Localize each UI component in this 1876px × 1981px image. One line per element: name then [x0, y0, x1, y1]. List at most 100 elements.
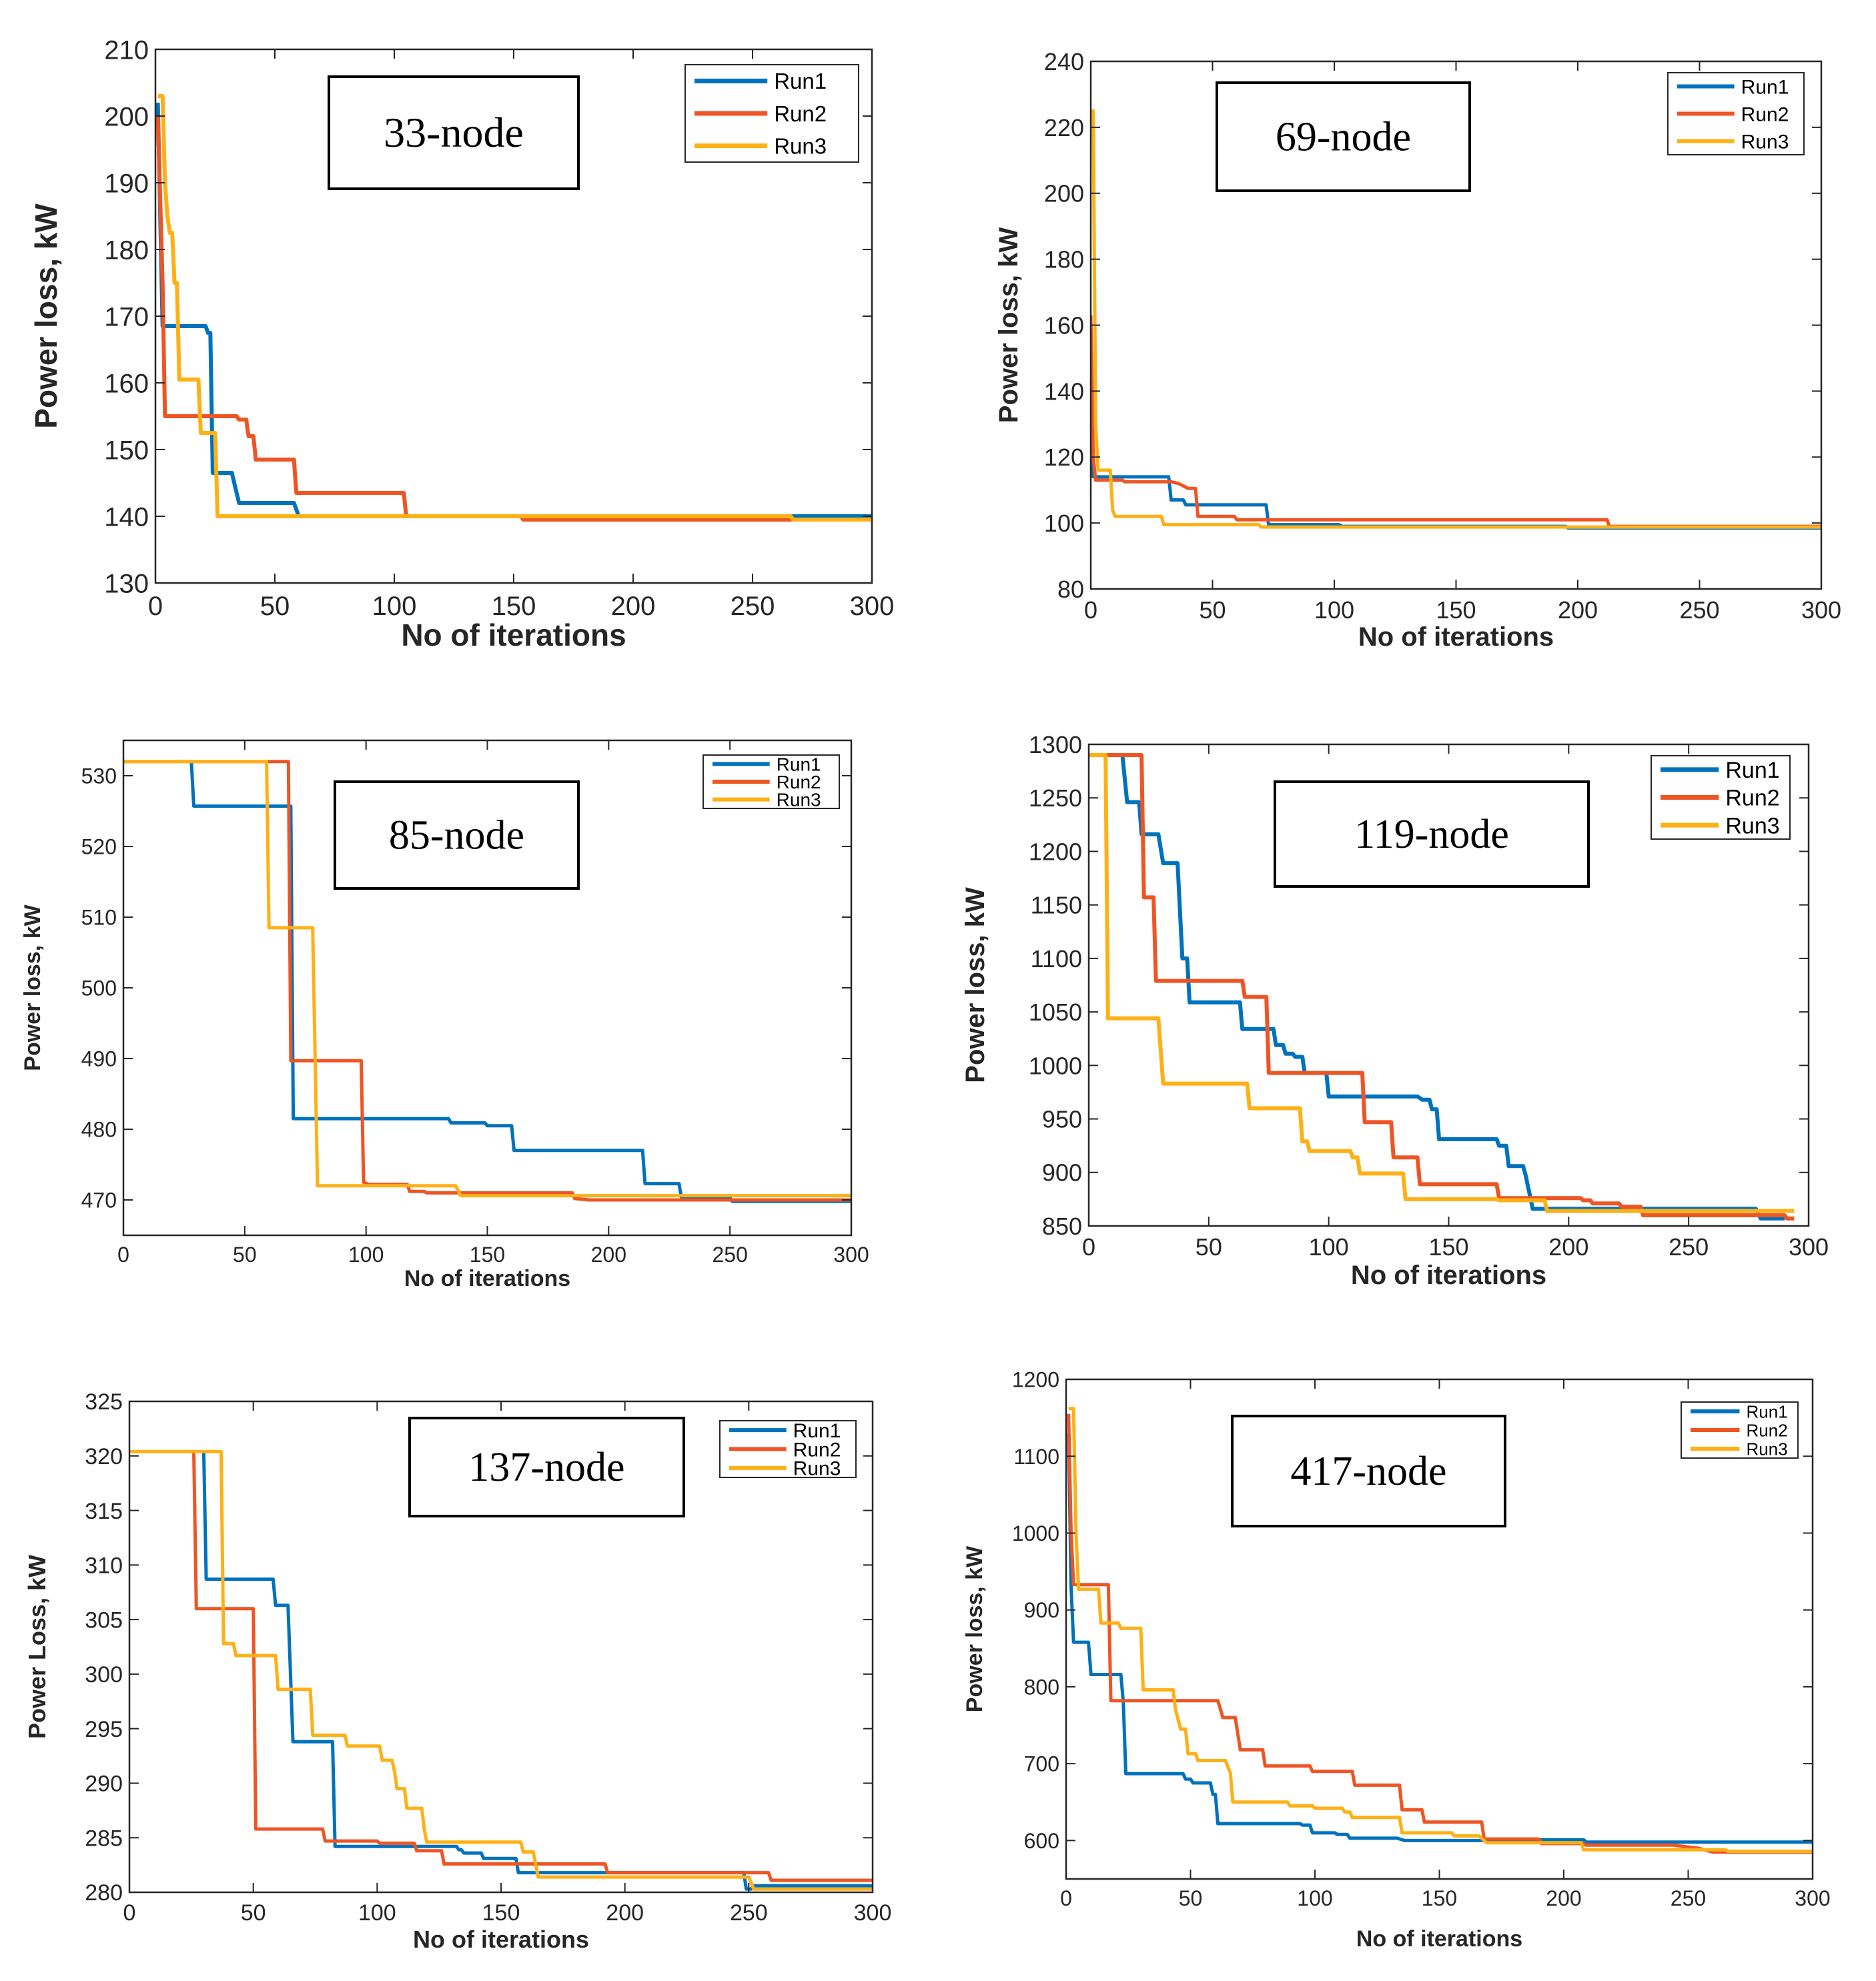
y-tick-label: 120 [1044, 444, 1084, 471]
y-tick-label: 210 [104, 35, 149, 65]
x-axis-label: No of iterations [1358, 622, 1554, 652]
legend-label-run3: Run3 [1747, 1439, 1788, 1459]
y-tick-label: 1100 [1013, 1445, 1059, 1469]
y-tick-label: 305 [85, 1607, 123, 1633]
y-tick-label: 600 [1024, 1829, 1059, 1853]
x-tick-label: 300 [1795, 1886, 1830, 1910]
x-tick-label: 50 [260, 592, 290, 621]
y-tick-label: 520 [81, 835, 117, 859]
legend-label-run3: Run3 [774, 134, 827, 159]
x-tick-label: 100 [348, 1243, 384, 1267]
x-axis-label: No of iterations [1356, 1926, 1522, 1952]
x-tick-label: 100 [1309, 1233, 1349, 1261]
chart-title: 137-node [468, 1445, 624, 1490]
x-axis-label: No of iterations [404, 1266, 570, 1291]
y-tick-label: 170 [104, 302, 149, 332]
chart-title-box [1274, 780, 1590, 888]
series-line-run3 [1089, 753, 1795, 1213]
series-line-run3 [123, 760, 851, 1198]
x-tick-label: 50 [241, 1900, 266, 1926]
y-tick-label: 240 [1044, 48, 1084, 75]
y-tick-label: 280 [85, 1880, 123, 1906]
y-axis-label: Power loss, kW [994, 227, 1023, 424]
x-tick-label: 300 [833, 1243, 869, 1267]
y-tick-label: 1050 [1029, 999, 1082, 1026]
x-tick-label: 0 [1060, 1886, 1072, 1910]
y-axis-label: Power Loss, kW [23, 1555, 51, 1739]
y-tick-label: 200 [1044, 180, 1084, 207]
x-tick-label: 150 [1428, 1233, 1468, 1261]
x-tick-label: 300 [1801, 596, 1841, 624]
legend-label-run2: Run2 [793, 1439, 841, 1461]
chart-title-box [408, 1417, 685, 1517]
y-tick-label: 510 [81, 906, 117, 930]
y-tick-label: 900 [1024, 1598, 1059, 1622]
y-tick-label: 320 [85, 1444, 123, 1469]
legend-label-run2: Run2 [1725, 786, 1779, 811]
y-tick-label: 160 [104, 369, 149, 398]
y-tick-label: 180 [104, 235, 149, 265]
series-line-run1 [1120, 754, 1785, 1221]
series-group [129, 1449, 873, 1891]
legend-label-run3: Run3 [1741, 131, 1789, 153]
x-axis-label: No of iterations [401, 618, 626, 652]
series-line-run1 [189, 761, 851, 1203]
x-tick-label: 100 [1314, 596, 1354, 624]
series-group [123, 760, 851, 1203]
x-tick-label: 200 [611, 592, 656, 621]
y-tick-label: 80 [1057, 576, 1084, 603]
legend-label-run1: Run1 [777, 754, 821, 774]
series-line-run3 [157, 94, 872, 522]
series-line-run2 [1091, 315, 1821, 528]
series-group [1067, 1407, 1813, 1854]
x-tick-label: 300 [1789, 1233, 1829, 1261]
x-tick-label: 50 [1179, 1886, 1203, 1910]
y-tick-label: 100 [1044, 510, 1084, 537]
chart-title-box [1231, 1415, 1506, 1527]
y-tick-label: 1100 [1031, 945, 1082, 972]
legend-label-run2: Run2 [774, 101, 827, 126]
series-line-run2 [123, 760, 851, 1202]
x-tick-label: 50 [1196, 1233, 1222, 1261]
y-tick-label: 900 [1042, 1159, 1082, 1187]
x-tick-label: 0 [1082, 1233, 1095, 1261]
x-tick-label: 50 [1199, 596, 1226, 624]
y-tick-label: 150 [104, 436, 149, 465]
chart-title-box [1216, 81, 1471, 192]
chart-title: 119-node [1354, 812, 1509, 857]
legend-label-run1: Run1 [774, 69, 827, 93]
y-tick-label: 500 [81, 976, 117, 1001]
x-tick-label: 100 [372, 592, 417, 621]
x-tick-label: 200 [1546, 1886, 1581, 1910]
y-tick-label: 1150 [1031, 892, 1082, 919]
x-axis-label: No of iterations [413, 1926, 589, 1953]
x-tick-label: 300 [854, 1900, 892, 1926]
y-tick-label: 1200 [1029, 838, 1082, 865]
y-tick-label: 310 [85, 1553, 123, 1579]
series-line-run1 [201, 1451, 873, 1891]
y-tick-label: 1200 [1012, 1368, 1059, 1392]
legend: Run1 Run2 Run3 [684, 64, 859, 163]
chart-panel-137-node: 0 50 100 150 200 250 300 280 285 290 295 300 305 310 3… [23, 1389, 891, 1953]
x-tick-label: 250 [730, 1900, 768, 1926]
y-tick-label: 315 [85, 1499, 123, 1524]
y-tick-label: 160 [1044, 311, 1084, 339]
chart-title: 33-node [384, 109, 524, 156]
y-tick-label: 480 [81, 1118, 117, 1142]
x-tick-label: 150 [482, 1900, 520, 1926]
chart-panel-69-node: 0 50 100 150 200 250 300 80 100 120 140 160 180 200 22… [994, 48, 1841, 652]
chart-panel-33-node: 0 50 100 150 200 250 300 130 140 150 160 170 180 190 2… [29, 35, 894, 652]
legend-label-run1: Run1 [1741, 76, 1789, 98]
x-tick-label: 150 [492, 592, 536, 621]
x-tick-label: 0 [148, 592, 163, 621]
legend-label-run2: Run2 [1747, 1420, 1788, 1440]
y-tick-label: 285 [85, 1826, 123, 1851]
series-line-run2 [1067, 1413, 1813, 1854]
x-tick-label: 200 [606, 1900, 644, 1926]
